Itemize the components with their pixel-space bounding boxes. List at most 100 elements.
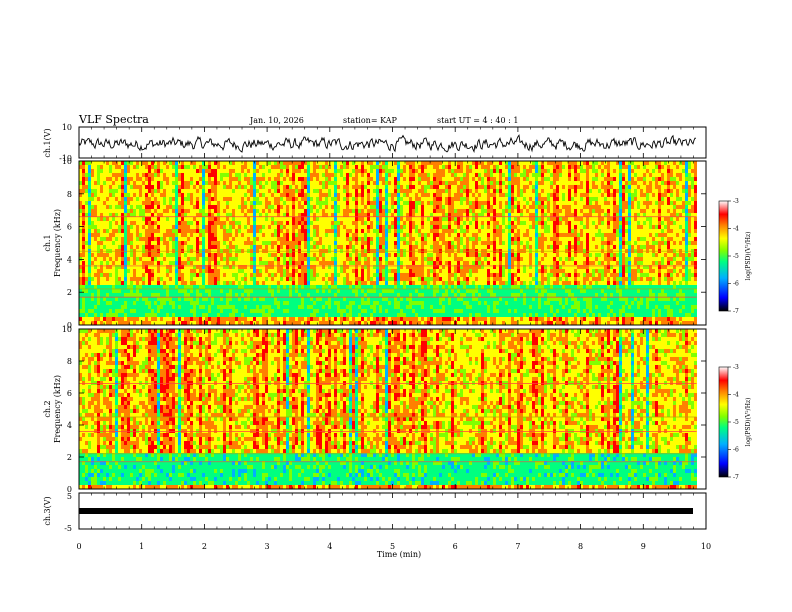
spectrogram-cell (238, 225, 241, 229)
spectrogram-cell (97, 241, 100, 245)
spectrogram-cell (190, 297, 193, 301)
spectrogram-cell (169, 237, 172, 241)
spectrogram-cell (304, 177, 307, 181)
spectrogram-cell (130, 173, 133, 177)
spectrogram-cell (412, 241, 415, 245)
spectrogram-cell (352, 189, 355, 193)
spectrogram-cell (148, 313, 151, 317)
spectrogram-cell (274, 277, 277, 281)
spectrogram-cell (235, 205, 238, 209)
spectrogram-cell (367, 225, 370, 229)
spectrogram-cell (421, 221, 424, 225)
spectrogram-cell (199, 301, 202, 305)
spectrogram-cell (205, 197, 208, 201)
spectrogram-cell (403, 253, 406, 257)
spectrogram-cell (412, 161, 415, 165)
spectrogram-cell (385, 273, 388, 277)
spectrogram-cell (133, 161, 136, 165)
spectrogram-cell (106, 177, 109, 181)
spectrogram-cell (391, 317, 394, 321)
spectrogram-cell (265, 197, 268, 201)
spectrogram-cell (313, 165, 316, 169)
spectrogram-cell (103, 269, 106, 273)
spectrogram-cell (235, 165, 238, 169)
spectrogram-cell (385, 209, 388, 213)
spectrogram-cell (277, 241, 280, 245)
spectrogram-cell (178, 229, 181, 233)
spectrogram-cell (175, 313, 178, 317)
spectrogram-cell (412, 261, 415, 265)
spectrogram-cell (226, 209, 229, 213)
spectrogram-cell (301, 289, 304, 293)
spectrogram-cell (430, 185, 433, 189)
spectrogram-cell (310, 257, 313, 261)
spectrogram-cell (127, 313, 130, 317)
spectrogram-cell (178, 277, 181, 281)
spectrogram-cell (139, 293, 142, 297)
spectrogram-cell (361, 169, 364, 173)
spectrogram-cell (442, 165, 445, 169)
spectrogram-cell (259, 257, 262, 261)
spectrogram-cell (115, 209, 118, 213)
spectrogram-cell (289, 245, 292, 249)
spectrogram-cell (235, 301, 238, 305)
spectrogram-cell (88, 213, 91, 217)
spectrogram-cell (304, 197, 307, 201)
spectrogram-cell (355, 285, 358, 289)
spectrogram-cell (439, 253, 442, 257)
spectrogram-cell (157, 173, 160, 177)
spectrogram-cell (436, 309, 439, 313)
spectrogram-cell (94, 289, 97, 293)
spectrogram-cell (118, 181, 121, 185)
spectrogram-cell (325, 233, 328, 237)
spectrogram-cell (352, 173, 355, 177)
spectrogram-cell (148, 257, 151, 261)
spectrogram-cell (151, 173, 154, 177)
spectrogram-cell (352, 213, 355, 217)
spectrogram-cell (382, 241, 385, 245)
spectrogram-cell (391, 181, 394, 185)
spectrogram-cell (208, 317, 211, 321)
spectrogram-cell (133, 273, 136, 277)
spectrogram-cell (430, 221, 433, 225)
spectrogram-cell (247, 321, 250, 325)
spectrogram-cell (112, 173, 115, 177)
spectrogram-cell (157, 201, 160, 205)
spectrogram-cell (400, 209, 403, 213)
spectrogram-cell (172, 221, 175, 225)
spectrogram-cell (241, 181, 244, 185)
spectrogram-cell (403, 185, 406, 189)
spectrogram-cell (259, 213, 262, 217)
spectrogram-cell (220, 209, 223, 213)
spectrogram-cell (361, 273, 364, 277)
spectrogram-cell (403, 161, 406, 165)
spectrogram-cell (349, 209, 352, 213)
spectrogram-cell (286, 237, 289, 241)
spectrogram-cell (286, 281, 289, 285)
spectrogram-cell (436, 257, 439, 261)
spectrogram-cell (343, 297, 346, 301)
spectrogram-cell (373, 201, 376, 205)
spectrogram-cell (304, 257, 307, 261)
spectrogram-cell (265, 257, 268, 261)
spectrogram-cell (325, 285, 328, 289)
spectrogram-cell (217, 301, 220, 305)
spectrogram-cell (256, 313, 259, 317)
spectrogram-cell (385, 241, 388, 245)
spectrogram-cell (82, 189, 85, 193)
spectrogram-cell (289, 213, 292, 217)
spectrogram-cell (241, 273, 244, 277)
spectrogram-cell (136, 209, 139, 213)
spectrogram-cell (202, 289, 205, 293)
spectrogram-cell (193, 293, 196, 297)
spectrogram-cell (172, 161, 175, 165)
spectrogram-cell (316, 301, 319, 305)
spectrogram-cell (325, 229, 328, 233)
spectrogram-cell (211, 201, 214, 205)
spectrogram-cell (325, 289, 328, 293)
spectrogram-cell (382, 245, 385, 249)
spectrogram-cell (91, 285, 94, 289)
spectrogram-cell (112, 229, 115, 233)
spectrogram-cell (340, 205, 343, 209)
spectrogram-cell (337, 285, 340, 289)
